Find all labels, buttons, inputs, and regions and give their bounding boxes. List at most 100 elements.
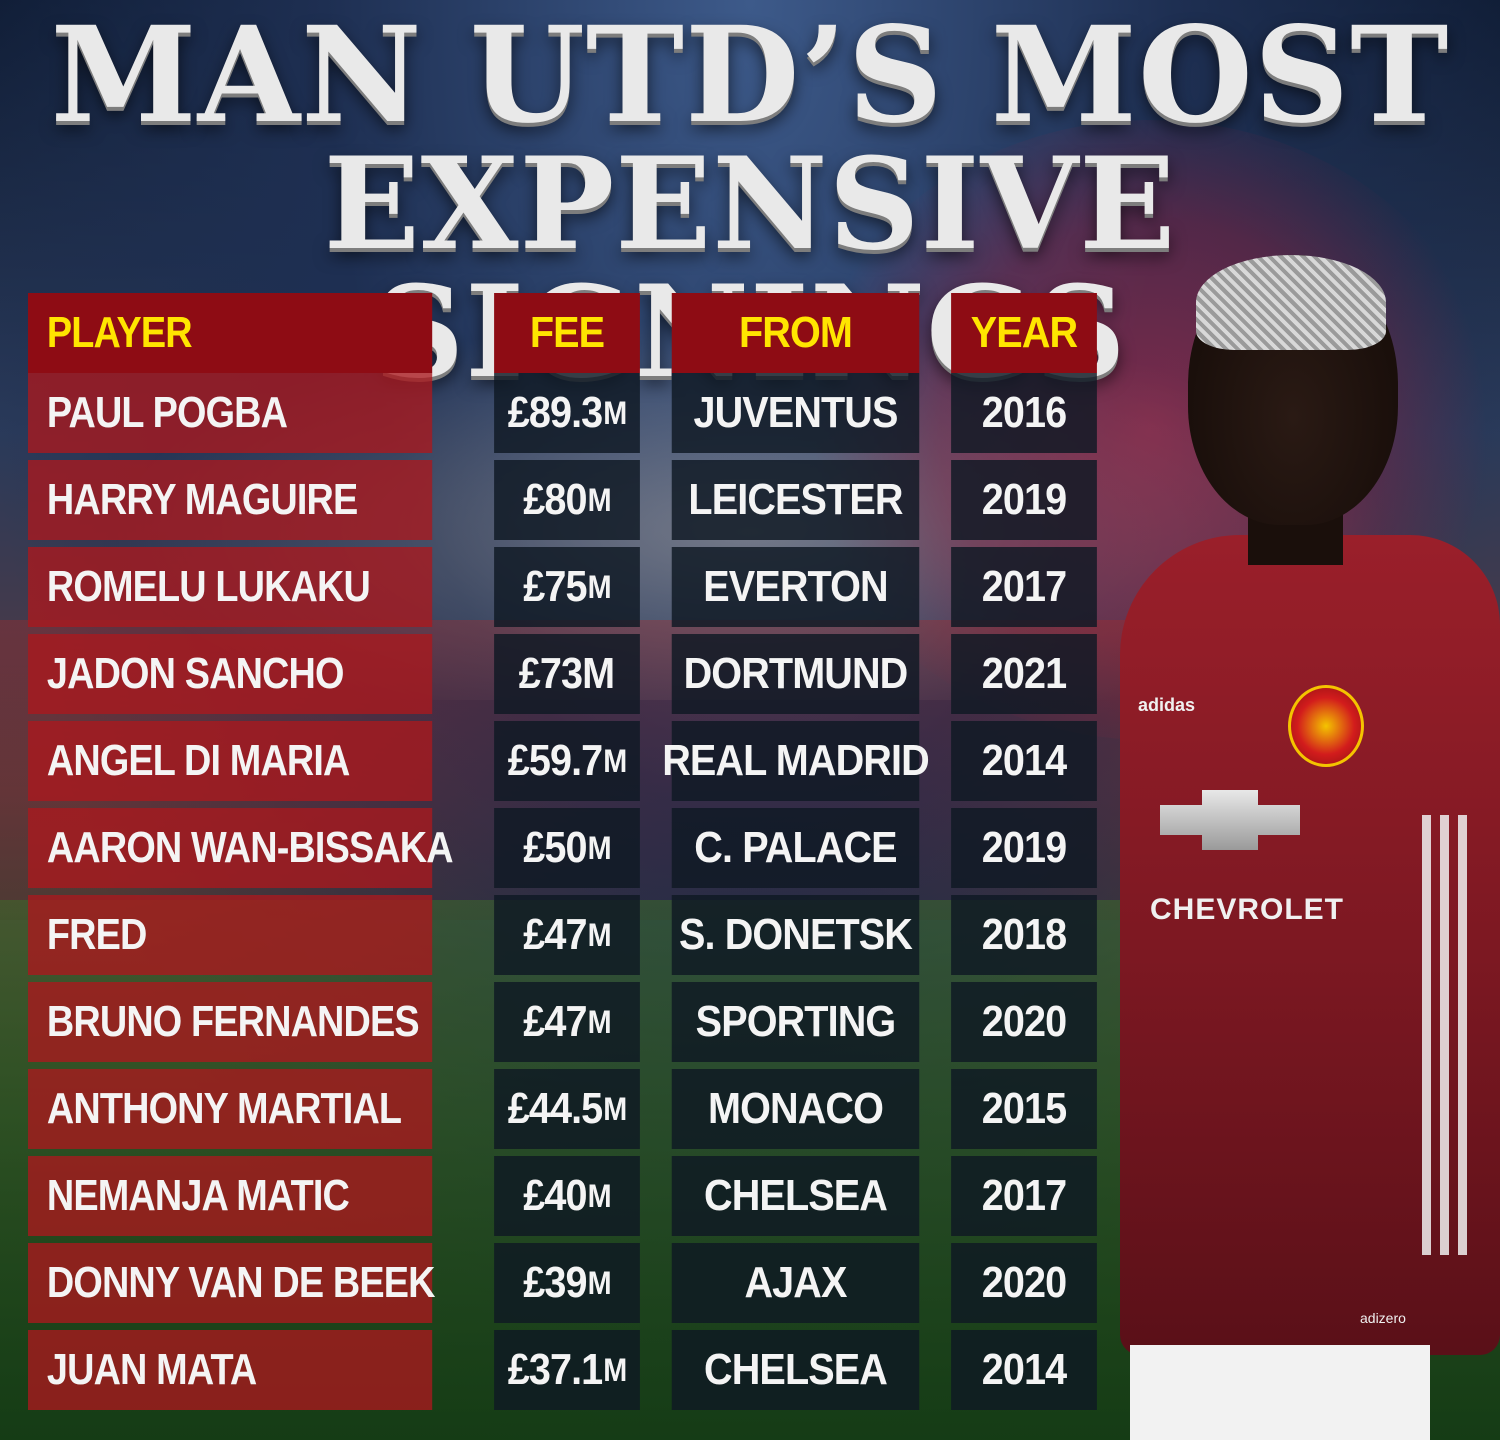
player-name: ANGEL DI MARIA bbox=[28, 721, 433, 801]
signing-year: 2016 bbox=[951, 373, 1097, 453]
fee-unit: M bbox=[603, 742, 627, 779]
fee-amount: £59.7 bbox=[507, 736, 603, 785]
table-row: AARON WAN-BISSAKA £50 M C. PALACE 2019 bbox=[28, 808, 1108, 895]
headline: MAN UTD’S MOST EXPENSIVE SIGNINGS bbox=[0, 0, 1500, 397]
selling-club: S. DONETSK bbox=[671, 895, 920, 975]
table-row: HARRY MAGUIRE £80 M LEICESTER 2019 bbox=[28, 460, 1108, 547]
table-row: NEMANJA MATIC £40 M CHELSEA 2017 bbox=[28, 1156, 1108, 1243]
fee-unit: M bbox=[587, 568, 612, 605]
table-row: BRUNO FERNANDES £47 M SPORTING 2020 bbox=[28, 982, 1108, 1069]
sponsor-label: CHEVROLET bbox=[1150, 893, 1345, 926]
table-row: JADON SANCHO £73M DORTMUND 2021 bbox=[28, 634, 1108, 721]
signing-year: 2018 bbox=[951, 895, 1097, 975]
player-name: AARON WAN-BISSAKA bbox=[28, 808, 454, 888]
transfer-fee: £47 M bbox=[494, 895, 640, 975]
fee-unit: M bbox=[603, 1351, 627, 1388]
transfer-fee: £80 M bbox=[494, 460, 640, 540]
signing-year: 2019 bbox=[951, 808, 1097, 888]
player-name: HARRY MAGUIRE bbox=[28, 460, 433, 540]
fee-amount: £44.5 bbox=[507, 1084, 603, 1133]
selling-club: JUVENTUS bbox=[671, 373, 920, 453]
player-hair bbox=[1196, 255, 1386, 350]
selling-club: MONACO bbox=[671, 1069, 920, 1149]
table-row: FRED £47 M S. DONETSK 2018 bbox=[28, 895, 1108, 982]
player-name: ROMELU LUKAKU bbox=[28, 547, 433, 627]
transfer-fee: £44.5 M bbox=[494, 1069, 640, 1149]
fee-amount: £50 bbox=[523, 823, 587, 872]
player-name: JADON SANCHO bbox=[28, 634, 433, 714]
selling-club: CHELSEA bbox=[671, 1330, 920, 1410]
transfer-fee: £40 M bbox=[494, 1156, 640, 1236]
fee-unit: M bbox=[587, 481, 612, 518]
player-photo: adidas CHEVROLET adizero bbox=[1110, 255, 1500, 1440]
table-row: ROMELU LUKAKU £75 M EVERTON 2017 bbox=[28, 547, 1108, 634]
shirt-tag-label: adizero bbox=[1360, 1310, 1406, 1326]
signing-year: 2021 bbox=[951, 634, 1097, 714]
table-row: PAUL POGBA £89.3 M JUVENTUS 2016 bbox=[28, 373, 1108, 460]
signing-year: 2014 bbox=[951, 1330, 1097, 1410]
player-shorts bbox=[1130, 1345, 1430, 1440]
header-from: FROM bbox=[671, 293, 920, 373]
table-body: PAUL POGBA £89.3 M JUVENTUS 2016 HARRY MAGUIR… bbox=[28, 373, 1108, 1417]
transfer-fee: £39 M bbox=[494, 1243, 640, 1323]
transfer-fee: £47 M bbox=[494, 982, 640, 1062]
selling-club: REAL MADRID bbox=[662, 721, 930, 801]
table-row: ANTHONY MARTIAL £44.5 M MONACO 2015 bbox=[28, 1069, 1108, 1156]
transfer-fee: £75 M bbox=[494, 547, 640, 627]
player-name: ANTHONY MARTIAL bbox=[28, 1069, 433, 1149]
fee-unit: M bbox=[587, 829, 612, 866]
signing-year: 2019 bbox=[951, 460, 1097, 540]
signing-year: 2014 bbox=[951, 721, 1097, 801]
selling-club: EVERTON bbox=[671, 547, 920, 627]
table-header-row: PLAYER FEE FROM YEAR bbox=[28, 293, 1108, 373]
signings-table: PLAYER FEE FROM YEAR PAUL POGBA £89.3 M JUV… bbox=[28, 293, 1108, 1417]
signing-year: 2017 bbox=[951, 1156, 1097, 1236]
transfer-fee: £37.1 M bbox=[494, 1330, 640, 1410]
transfer-fee: £73M bbox=[494, 634, 640, 714]
signing-year: 2015 bbox=[951, 1069, 1097, 1149]
table-row: JUAN MATA £37.1 M CHELSEA 2014 bbox=[28, 1330, 1108, 1417]
fee-unit: M bbox=[603, 394, 627, 431]
table-row: ANGEL DI MARIA £59.7 M REAL MADRID 2014 bbox=[28, 721, 1108, 808]
fee-amount: £39 bbox=[523, 1258, 587, 1307]
selling-club: CHELSEA bbox=[671, 1156, 920, 1236]
fee-unit: M bbox=[603, 1090, 627, 1127]
player-name: DONNY VAN DE BEEK bbox=[28, 1243, 435, 1323]
fee-amount: £37.1 bbox=[507, 1345, 603, 1394]
fee-amount: £73M bbox=[518, 649, 615, 698]
player-name: JUAN MATA bbox=[28, 1330, 433, 1410]
transfer-fee: £89.3 M bbox=[494, 373, 640, 453]
table-row: DONNY VAN DE BEEK £39 M AJAX 2020 bbox=[28, 1243, 1108, 1330]
signing-year: 2020 bbox=[951, 982, 1097, 1062]
fee-amount: £80 bbox=[523, 475, 587, 524]
selling-club: AJAX bbox=[671, 1243, 920, 1323]
selling-club: C. PALACE bbox=[671, 808, 920, 888]
fee-amount: £75 bbox=[523, 562, 587, 611]
fee-amount: £47 bbox=[523, 910, 587, 959]
fee-amount: £40 bbox=[523, 1171, 587, 1220]
player-name: BRUNO FERNANDES bbox=[28, 982, 433, 1062]
selling-club: DORTMUND bbox=[671, 634, 920, 714]
club-crest-icon bbox=[1288, 685, 1364, 767]
headline-line-1: MAN UTD’S MOST bbox=[50, 0, 1450, 153]
header-fee: FEE bbox=[494, 293, 640, 373]
fee-unit: M bbox=[587, 1003, 612, 1040]
fee-unit: M bbox=[587, 1177, 612, 1214]
fee-unit: M bbox=[587, 916, 612, 953]
shirt-stripes bbox=[1422, 815, 1474, 1255]
signing-year: 2020 bbox=[951, 1243, 1097, 1323]
header-year: YEAR bbox=[951, 293, 1097, 373]
player-name: PAUL POGBA bbox=[28, 373, 433, 453]
fee-unit: M bbox=[587, 1264, 612, 1301]
selling-club: LEICESTER bbox=[671, 460, 920, 540]
transfer-fee: £59.7 M bbox=[494, 721, 640, 801]
kit-brand-label: adidas bbox=[1138, 695, 1196, 715]
player-name: NEMANJA MATIC bbox=[28, 1156, 433, 1236]
header-player: PLAYER bbox=[28, 293, 433, 373]
signing-year: 2017 bbox=[951, 547, 1097, 627]
fee-amount: £89.3 bbox=[507, 388, 603, 437]
player-name: FRED bbox=[28, 895, 433, 975]
fee-amount: £47 bbox=[523, 997, 587, 1046]
selling-club: SPORTING bbox=[671, 982, 920, 1062]
transfer-fee: £50 M bbox=[494, 808, 640, 888]
